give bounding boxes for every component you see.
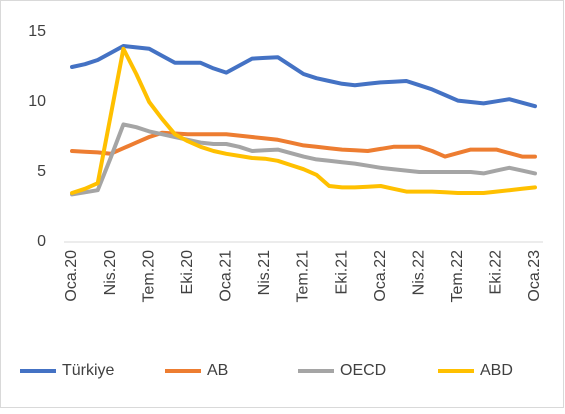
x-tick-label: Tem.20 bbox=[140, 250, 157, 303]
x-tick-label: Nis.20 bbox=[102, 250, 119, 295]
legend-label: Türkiye bbox=[62, 362, 115, 379]
x-tick-label: Eki.21 bbox=[333, 250, 350, 295]
x-tick-label: Oca.21 bbox=[218, 250, 235, 302]
y-tick-label: 5 bbox=[37, 163, 46, 180]
x-tick-label: Oca.20 bbox=[63, 250, 80, 302]
x-tick-label: Eki.22 bbox=[488, 250, 505, 295]
x-tick-label: Eki.20 bbox=[179, 250, 196, 295]
x-tick-label: Nis.21 bbox=[256, 250, 273, 295]
series-line bbox=[70, 122, 537, 197]
x-tick-label: Oca.22 bbox=[372, 250, 389, 302]
x-tick-label: Oca.23 bbox=[526, 250, 543, 302]
y-tick-label: 15 bbox=[28, 23, 46, 40]
legend-label: OECD bbox=[340, 362, 386, 379]
y-tick-label: 0 bbox=[37, 233, 46, 250]
legend-label: ABD bbox=[480, 362, 513, 379]
series-line bbox=[70, 46, 537, 195]
series-line bbox=[70, 130, 537, 159]
x-tick-label: Tem.21 bbox=[295, 250, 312, 303]
y-tick-label: 10 bbox=[28, 93, 46, 110]
legend-label: AB bbox=[207, 362, 228, 379]
x-tick-label: Nis.22 bbox=[410, 250, 427, 295]
x-tick-label: Tem.22 bbox=[449, 250, 466, 303]
series-line bbox=[70, 44, 537, 109]
